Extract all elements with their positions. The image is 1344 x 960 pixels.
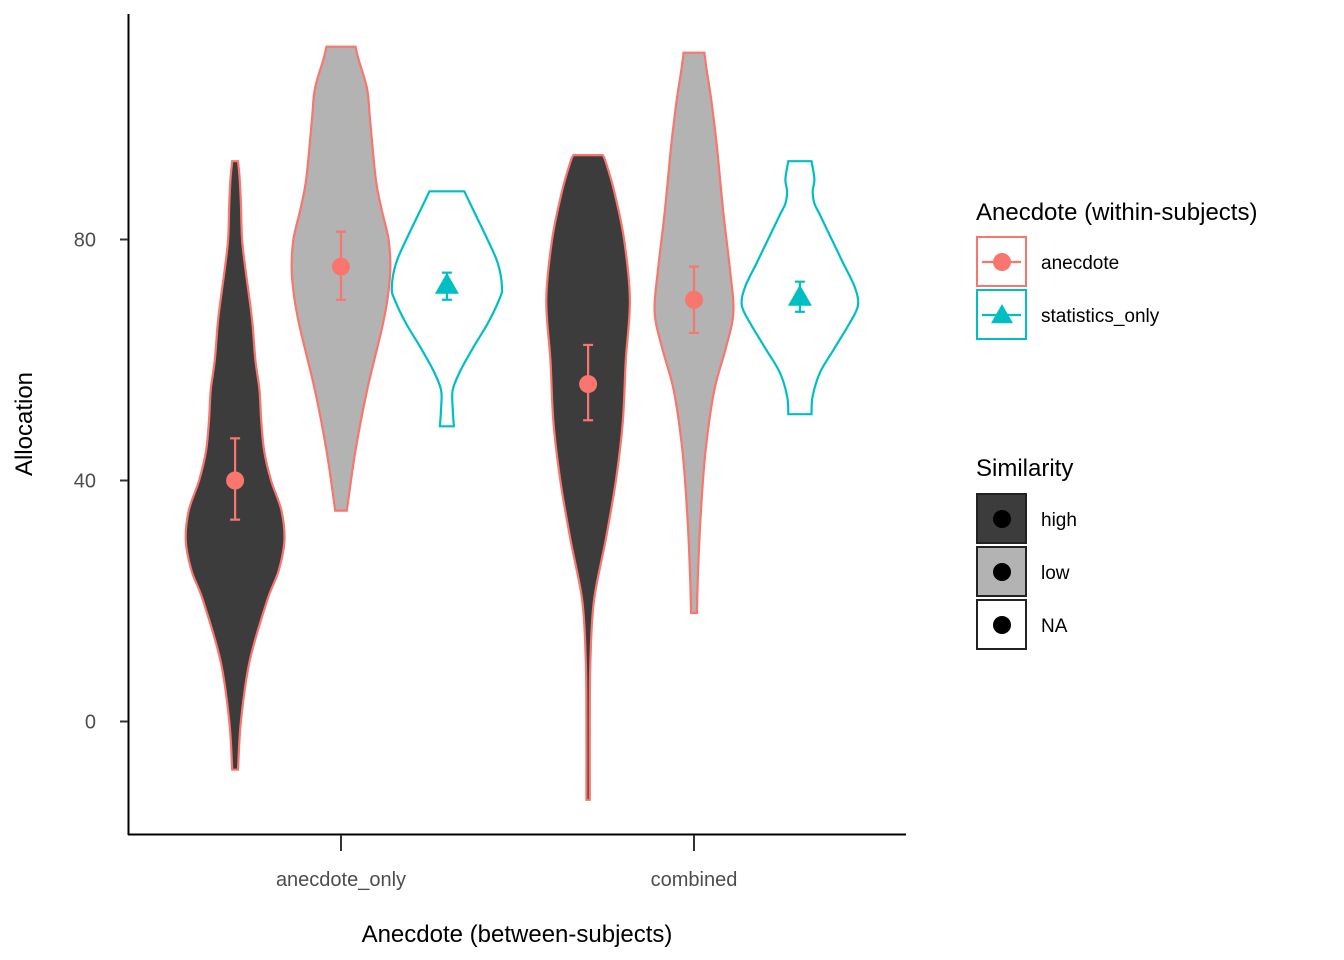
mean-errorbar-combined-anecdote <box>685 265 703 334</box>
mean-point-circle <box>685 290 703 309</box>
legend-label: high <box>1041 510 1077 531</box>
legend-title-similarity: Similarity <box>976 455 1073 482</box>
mean-errorbar-anecdote_only-statistics_only <box>434 271 459 301</box>
mean-point-circle <box>226 471 245 490</box>
mean-errorbar-anecdote_only-anecdote <box>332 230 350 301</box>
x-tick-label: combined <box>651 869 738 891</box>
mean-point-circle <box>579 375 598 394</box>
mean-point-circle <box>332 257 350 276</box>
legend-item-anecdote: anecdote <box>976 236 1119 287</box>
mean-point-triangle <box>434 272 459 294</box>
legend-item-statistics_only: statistics_only <box>976 289 1160 340</box>
mean-errorbar-combined-anecdote <box>579 343 598 422</box>
legend-item-high: high <box>976 493 1077 544</box>
legend-label: low <box>1041 563 1070 584</box>
y-tick-label: 80 <box>74 230 96 252</box>
mean-points <box>226 230 812 521</box>
legend-label: NA <box>1041 616 1068 637</box>
y-tick-label: 0 <box>85 712 96 734</box>
legend-item-NA: NA <box>976 599 1068 650</box>
y-axis-title: Allocation <box>11 372 38 476</box>
legend-title-within: Anecdote (within-subjects) <box>976 199 1257 226</box>
x-tick-label: anecdote_only <box>276 869 406 891</box>
legend-key-circle <box>993 616 1011 634</box>
violin-anecdote_only-statistics_only-NA <box>390 190 504 428</box>
x-axis-title: Anecdote (between-subjects) <box>362 921 673 948</box>
mean-errorbar-combined-statistics_only <box>787 280 812 313</box>
legend-key-triangle <box>991 304 1013 324</box>
violins <box>184 45 860 801</box>
x-ticks: anecdote_only combined <box>276 835 737 891</box>
mean-point-triangle <box>787 284 812 306</box>
violin-combined-anecdote-high <box>545 154 632 801</box>
mean-errorbar-anecdote_only-anecdote <box>226 437 245 521</box>
legend-item-low: low <box>976 546 1070 597</box>
legend-key-circle <box>993 253 1011 271</box>
legends: Anecdote (within-subjects) anecdote statis… <box>976 199 1257 650</box>
legend-key-circle <box>993 510 1011 528</box>
legend-label: statistics_only <box>1041 306 1160 327</box>
legend-label: anecdote <box>1041 253 1119 274</box>
y-tick-label: 40 <box>74 471 96 493</box>
y-ticks: 0 40 80 <box>74 230 128 734</box>
legend-key-circle <box>993 563 1011 581</box>
